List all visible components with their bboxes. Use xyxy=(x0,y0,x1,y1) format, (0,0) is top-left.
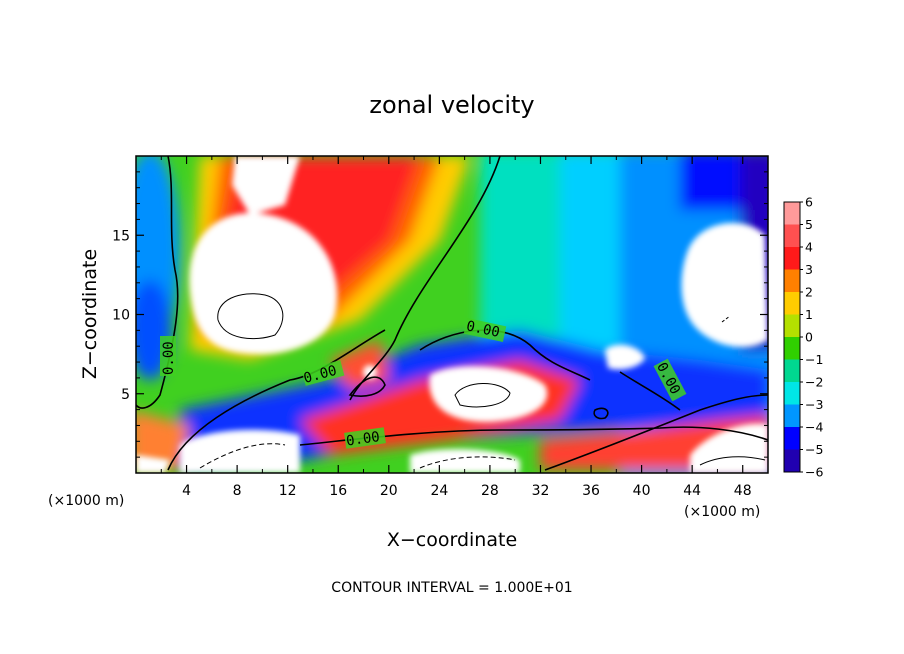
colorbar-label-11: −5 xyxy=(805,442,823,457)
y-tick-label-2: 15 xyxy=(112,228,130,244)
colorbar-swatch-6 xyxy=(784,337,800,360)
chart-title: zonal velocity xyxy=(369,91,534,119)
y-axis-label: Z−coordinate xyxy=(79,249,101,379)
y-tick-label-1: 10 xyxy=(112,308,130,324)
colorbar-swatch-11 xyxy=(784,449,800,472)
x-axis-label: X−coordinate xyxy=(387,529,517,551)
colorbar-swatch-8 xyxy=(784,382,800,405)
x-tick-label-3: 16 xyxy=(329,483,347,499)
colorbar-swatch-9 xyxy=(784,404,800,427)
colorbar-label-10: −4 xyxy=(805,420,823,435)
colorbar-label-8: −2 xyxy=(805,375,823,390)
x-tick-label-9: 40 xyxy=(633,483,651,499)
x-tick-label-6: 28 xyxy=(481,483,499,499)
contour-label-1: 0.00 xyxy=(465,318,501,341)
colorbar-swatch-3 xyxy=(784,269,800,292)
colorbar: 6 5 4 3 2 1 0 −1 −2 −3 −4 −5 −6 xyxy=(783,195,823,480)
colorbar-label-0: 6 xyxy=(805,195,813,210)
x-axis: 4 8 12 16 20 24 28 32 36 40 44 48 xyxy=(160,156,769,499)
x-tick-label-4: 20 xyxy=(380,483,398,499)
colorbar-label-12: −6 xyxy=(805,465,823,480)
x-tick-label-2: 12 xyxy=(279,483,297,499)
colorbar-swatch-1 xyxy=(784,224,800,247)
colorbar-label-2: 4 xyxy=(805,240,813,255)
colorbar-label-3: 3 xyxy=(805,262,813,277)
x-unit-left: (×1000 m) xyxy=(48,493,124,509)
colorbar-label-6: 0 xyxy=(805,330,813,345)
colorbar-label-5: 1 xyxy=(805,307,813,322)
y-tick-label-0: 5 xyxy=(121,387,130,403)
x-tick-label-0: 4 xyxy=(182,483,191,499)
colorbar-swatch-10 xyxy=(784,427,800,450)
x-tick-label-5: 24 xyxy=(430,483,448,499)
colorbar-swatch-5 xyxy=(784,314,800,337)
colorbar-swatch-2 xyxy=(784,247,800,270)
x-tick-label-10: 44 xyxy=(683,483,701,499)
x-tick-label-1: 8 xyxy=(233,483,242,499)
x-tick-label-7: 32 xyxy=(532,483,550,499)
colorbar-label-1: 5 xyxy=(805,217,813,232)
heatmap-field: 0.00 0.00 0.00 0.00 0.00 xyxy=(136,156,768,473)
colorbar-swatch-4 xyxy=(784,292,800,315)
colorbar-swatch-7 xyxy=(784,359,800,382)
contour-label-3: 0.00 xyxy=(345,429,381,450)
colorbar-swatch-0 xyxy=(784,202,800,225)
colorbar-label-4: 2 xyxy=(805,285,813,300)
y-axis: 5 10 15 xyxy=(112,171,768,458)
x-tick-label-11: 48 xyxy=(734,483,752,499)
x-unit-right: (×1000 m) xyxy=(684,504,760,520)
x-tick-label-8: 36 xyxy=(582,483,600,499)
colorbar-label-7: −1 xyxy=(805,352,823,367)
contour-interval: CONTOUR INTERVAL = 1.000E+01 xyxy=(331,580,572,596)
contour-label-4: 0.00 xyxy=(161,341,177,375)
colorbar-label-9: −3 xyxy=(805,397,823,412)
